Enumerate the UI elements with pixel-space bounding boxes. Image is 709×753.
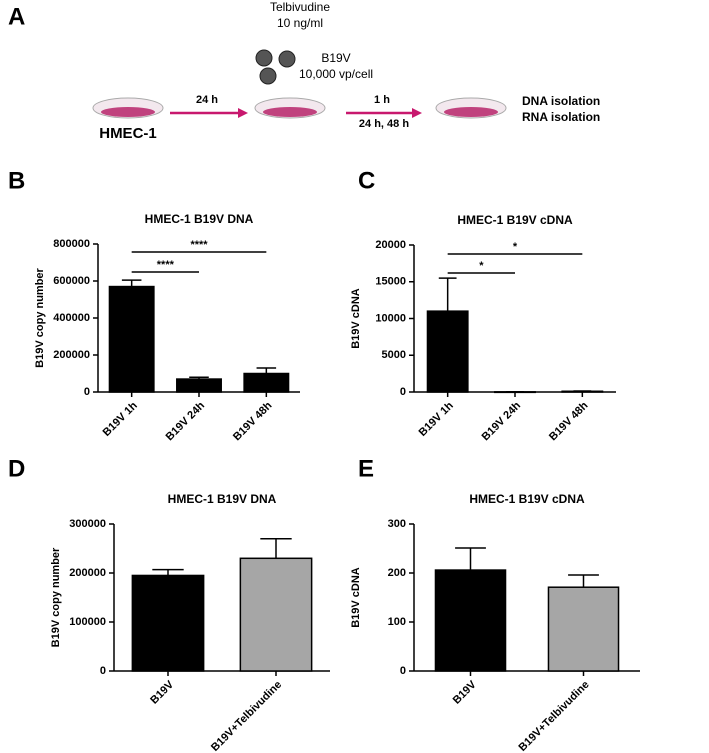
- bar: [434, 569, 507, 672]
- bar: [239, 557, 313, 672]
- y-axis-label: B19V copy number: [34, 267, 46, 367]
- y-tick-label: 15000: [375, 276, 406, 288]
- x-tick-label: B19V 1h: [101, 400, 140, 439]
- y-tick-label: 20000: [375, 239, 406, 251]
- bar: [547, 586, 620, 672]
- panel-letter: C: [358, 167, 375, 194]
- virus-icons: [255, 49, 296, 85]
- readout: DNA isolation: [522, 94, 600, 108]
- chart-title: HMEC-1 B19V DNA: [145, 212, 254, 226]
- panel-letter: D: [8, 455, 25, 482]
- chart-title: HMEC-1 B19V cDNA: [469, 492, 585, 506]
- error-bar: [152, 568, 184, 576]
- significance-label: *: [479, 260, 484, 272]
- panel-letter: B: [8, 167, 25, 194]
- step-label: 24 h: [196, 94, 218, 106]
- panel-letter: A: [8, 3, 25, 30]
- error-bar: [260, 537, 292, 559]
- x-tick-label: B19V 24h: [480, 399, 524, 443]
- significance-label: ****: [157, 259, 175, 271]
- y-tick-label: 800000: [53, 238, 90, 250]
- x-tick-label: B19V 48h: [231, 399, 275, 443]
- error-bar: [455, 547, 486, 571]
- moi: 10,000 vp/cell: [299, 67, 373, 81]
- y-tick-label: 400000: [53, 312, 90, 324]
- y-tick-label: 100: [388, 616, 406, 628]
- y-tick-label: 300: [388, 518, 406, 530]
- bar: [108, 285, 155, 393]
- step-label: 24 h, 48 h: [359, 118, 409, 130]
- chart-title: HMEC-1 B19V cDNA: [457, 213, 573, 227]
- y-tick-label: 10000: [375, 312, 406, 324]
- schematic: Telbivudine 10 ng/ml B19V 10,000 vp/cell…: [92, 0, 600, 142]
- readout: RNA isolation: [522, 110, 600, 124]
- x-tick-label: B19V+Telbivudine: [517, 679, 592, 753]
- error-bar: [121, 279, 142, 287]
- error-bar: [438, 277, 457, 312]
- error-bar: [256, 367, 277, 374]
- panel-letter: E: [358, 455, 374, 482]
- y-tick-label: 300000: [69, 518, 106, 530]
- y-tick-label: 200: [388, 567, 406, 579]
- y-axis-label: B19V copy number: [50, 547, 62, 647]
- error-bar: [568, 574, 599, 588]
- cell-line: HMEC-1: [99, 125, 157, 142]
- y-tick-label: 0: [400, 386, 406, 398]
- bar: [176, 378, 222, 393]
- x-tick-label: B19V: [451, 678, 479, 706]
- bar: [243, 372, 290, 393]
- y-tick-label: 100000: [69, 616, 106, 628]
- dose: 10 ng/ml: [277, 16, 323, 30]
- dishes: [92, 97, 507, 119]
- y-axis-label: B19V cDNA: [350, 288, 362, 349]
- x-tick-label: B19V: [148, 678, 176, 706]
- y-tick-label: 5000: [382, 349, 406, 361]
- y-axis-label: B19V cDNA: [350, 567, 362, 628]
- virus: B19V: [321, 51, 350, 65]
- significance-label: *: [513, 241, 518, 253]
- bar: [426, 310, 469, 393]
- y-tick-label: 0: [400, 665, 406, 677]
- x-tick-label: B19V 24h: [164, 399, 208, 443]
- significance-label: ****: [190, 239, 208, 251]
- x-tick-label: B19V 48h: [547, 399, 591, 443]
- chart-title: HMEC-1 B19V DNA: [168, 492, 277, 506]
- y-tick-label: 200000: [69, 567, 106, 579]
- step-label: 1 h: [374, 94, 390, 106]
- y-tick-label: 600000: [53, 275, 90, 287]
- bar: [131, 574, 205, 672]
- error-bar: [189, 376, 209, 380]
- y-tick-label: 200000: [53, 349, 90, 361]
- y-tick-label: 0: [84, 386, 90, 398]
- arrows: [170, 108, 422, 118]
- drug: Telbivudine: [270, 0, 330, 14]
- x-tick-label: B19V 1h: [417, 400, 456, 439]
- y-tick-label: 0: [100, 665, 106, 677]
- x-tick-label: B19V+Telbivudine: [209, 679, 284, 753]
